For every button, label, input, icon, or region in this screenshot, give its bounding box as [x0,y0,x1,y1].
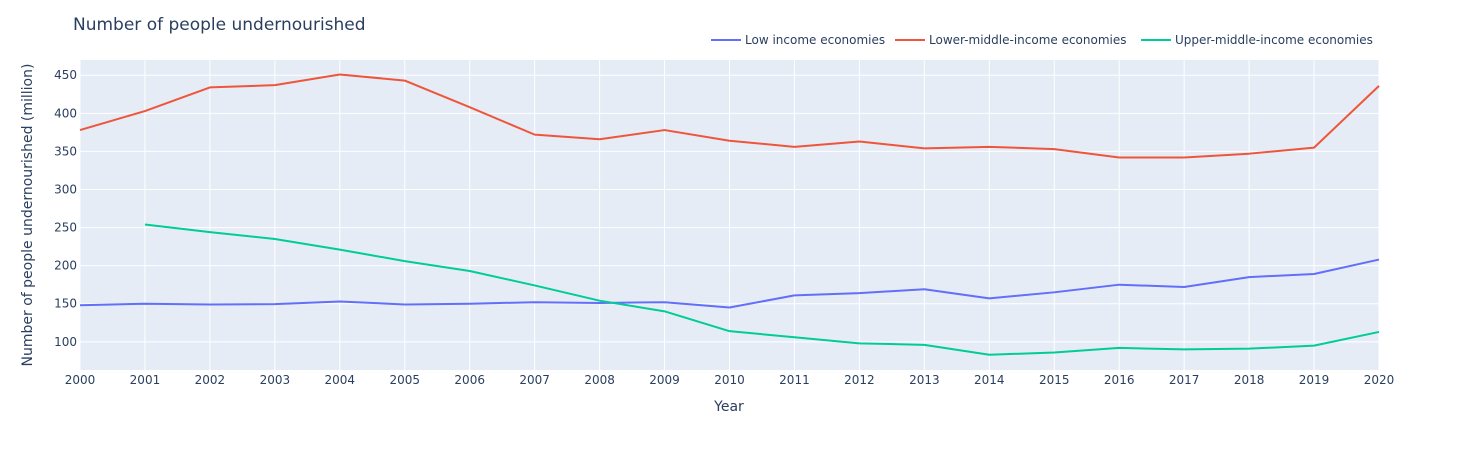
x-tick-label: 2010 [714,373,745,387]
x-tick-label: 2003 [260,373,291,387]
x-tick-label: 2002 [195,373,226,387]
y-tick-label: 100 [54,335,77,349]
legend-label: Upper-middle-income economies [1175,33,1373,47]
x-tick-label: 2020 [1364,373,1395,387]
legend-label: Lower-middle-income economies [929,33,1127,47]
grid [79,60,1380,370]
x-tick-label: 2013 [909,373,940,387]
x-tick-label: 2015 [1039,373,1070,387]
x-tick-label: 2014 [974,373,1005,387]
x-tick-label: 2009 [649,373,680,387]
x-tick-label: 2005 [389,373,420,387]
y-tick-label: 350 [54,144,77,158]
y-tick-labels: 100 150 200 250 300 350 400 450 [54,68,77,349]
y-tick-label: 200 [54,259,77,273]
x-tick-label: 2019 [1299,373,1330,387]
x-tick-label: 2016 [1104,373,1135,387]
series-line-2 [79,73,1380,159]
chart-title: Number of people undernourished [73,15,366,35]
y-tick-label: 450 [54,68,77,82]
legend[interactable]: Low income economies Lower-middle-income … [711,33,1373,47]
x-tick-label: 2006 [454,373,485,387]
x-tick-label: 2008 [584,373,615,387]
x-tick-label: 2000 [65,373,96,387]
y-tick-label: 300 [54,182,77,196]
legend-item[interactable]: Low income economies [711,33,885,47]
series-line-1 [79,258,1380,309]
y-tick-label: 400 [54,106,77,120]
x-tick-label: 2018 [1234,373,1265,387]
series-line-3 [144,223,1380,356]
x-tick-labels: 2000 2001 2002 2003 2004 2005 2006 2007 2008 2009… [65,373,1395,387]
legend-item[interactable]: Upper-middle-income economies [1141,33,1373,47]
y-tick-label: 250 [54,221,77,235]
x-tick-label: 2011 [779,373,810,387]
legend-label: Low income economies [745,33,885,47]
x-axis-title: Year [713,399,744,415]
x-tick-label: 2007 [519,373,550,387]
series-lines [79,73,1380,356]
x-tick-label: 2004 [325,373,356,387]
y-tick-label: 150 [54,297,77,311]
y-axis-title: Number of people undernourished (million… [20,64,36,367]
x-tick-label: 2017 [1169,373,1200,387]
x-tick-label: 2001 [130,373,161,387]
legend-item[interactable]: Lower-middle-income economies [895,33,1127,47]
x-tick-label: 2012 [844,373,875,387]
